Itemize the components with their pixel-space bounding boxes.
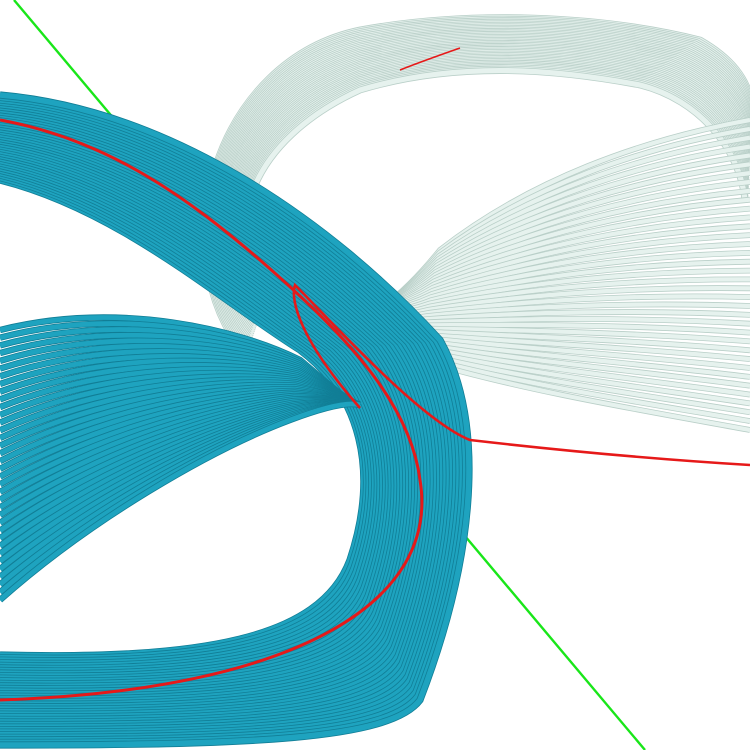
red-curve-teal <box>0 118 424 702</box>
teal-ribbon-fan <box>0 401 361 602</box>
red-curve-mint-arc <box>399 47 461 71</box>
teal-ribbon-bundle <box>0 91 473 749</box>
red-curve-mint <box>292 282 750 467</box>
teal-ribbon <box>0 92 472 748</box>
red-curves-group <box>0 47 750 702</box>
